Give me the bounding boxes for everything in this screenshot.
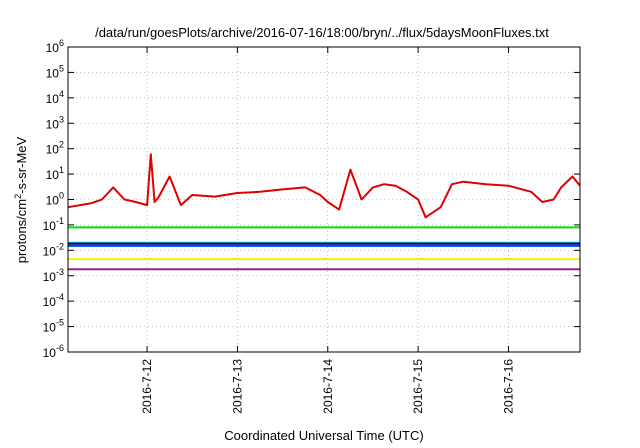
x-tick-label: 2016-7-12	[140, 359, 154, 414]
x-tick-label: 2016-7-14	[321, 359, 335, 414]
y-tick-label: 10-5	[43, 318, 64, 335]
y-tick-label: 104	[46, 89, 64, 106]
y-tick-label: 10-6	[43, 343, 64, 360]
y-tick-label: 10-3	[43, 267, 64, 284]
y-tick-label: 10-1	[43, 216, 64, 233]
y-tick-label: 106	[46, 38, 64, 55]
y-tick-label: 10-2	[43, 241, 64, 258]
y-tick-label: 105	[46, 63, 64, 80]
y-tick-label: 10-4	[43, 292, 64, 309]
x-tick-label: 2016-7-15	[411, 359, 425, 414]
x-axis-ticks: 2016-7-12 2016-7-13 2016-7-14 2016-7-15 2016…	[140, 47, 515, 414]
y-axis-ticks: 10-6 10-5 10-4 10-3 10-2 10-1 100 101 102 103 104 1…	[43, 38, 580, 360]
chart-title: /data/run/goesPlots/archive/2016-07-16/1…	[95, 25, 549, 40]
x-tick-label: 2016-7-16	[501, 359, 515, 414]
x-axis-label: Coordinated Universal Time (UTC)	[224, 428, 423, 443]
y-tick-label: 103	[46, 114, 64, 131]
y-tick-label: 100	[46, 191, 64, 208]
series-line	[67, 153, 581, 219]
x-tick-label: 2016-7-13	[230, 359, 244, 414]
series-layer	[67, 153, 581, 271]
y-axis-label: protons/cm2-s-sr-MeV	[13, 136, 29, 263]
y-tick-label: 102	[46, 140, 64, 157]
y-tick-label: 101	[46, 165, 64, 182]
